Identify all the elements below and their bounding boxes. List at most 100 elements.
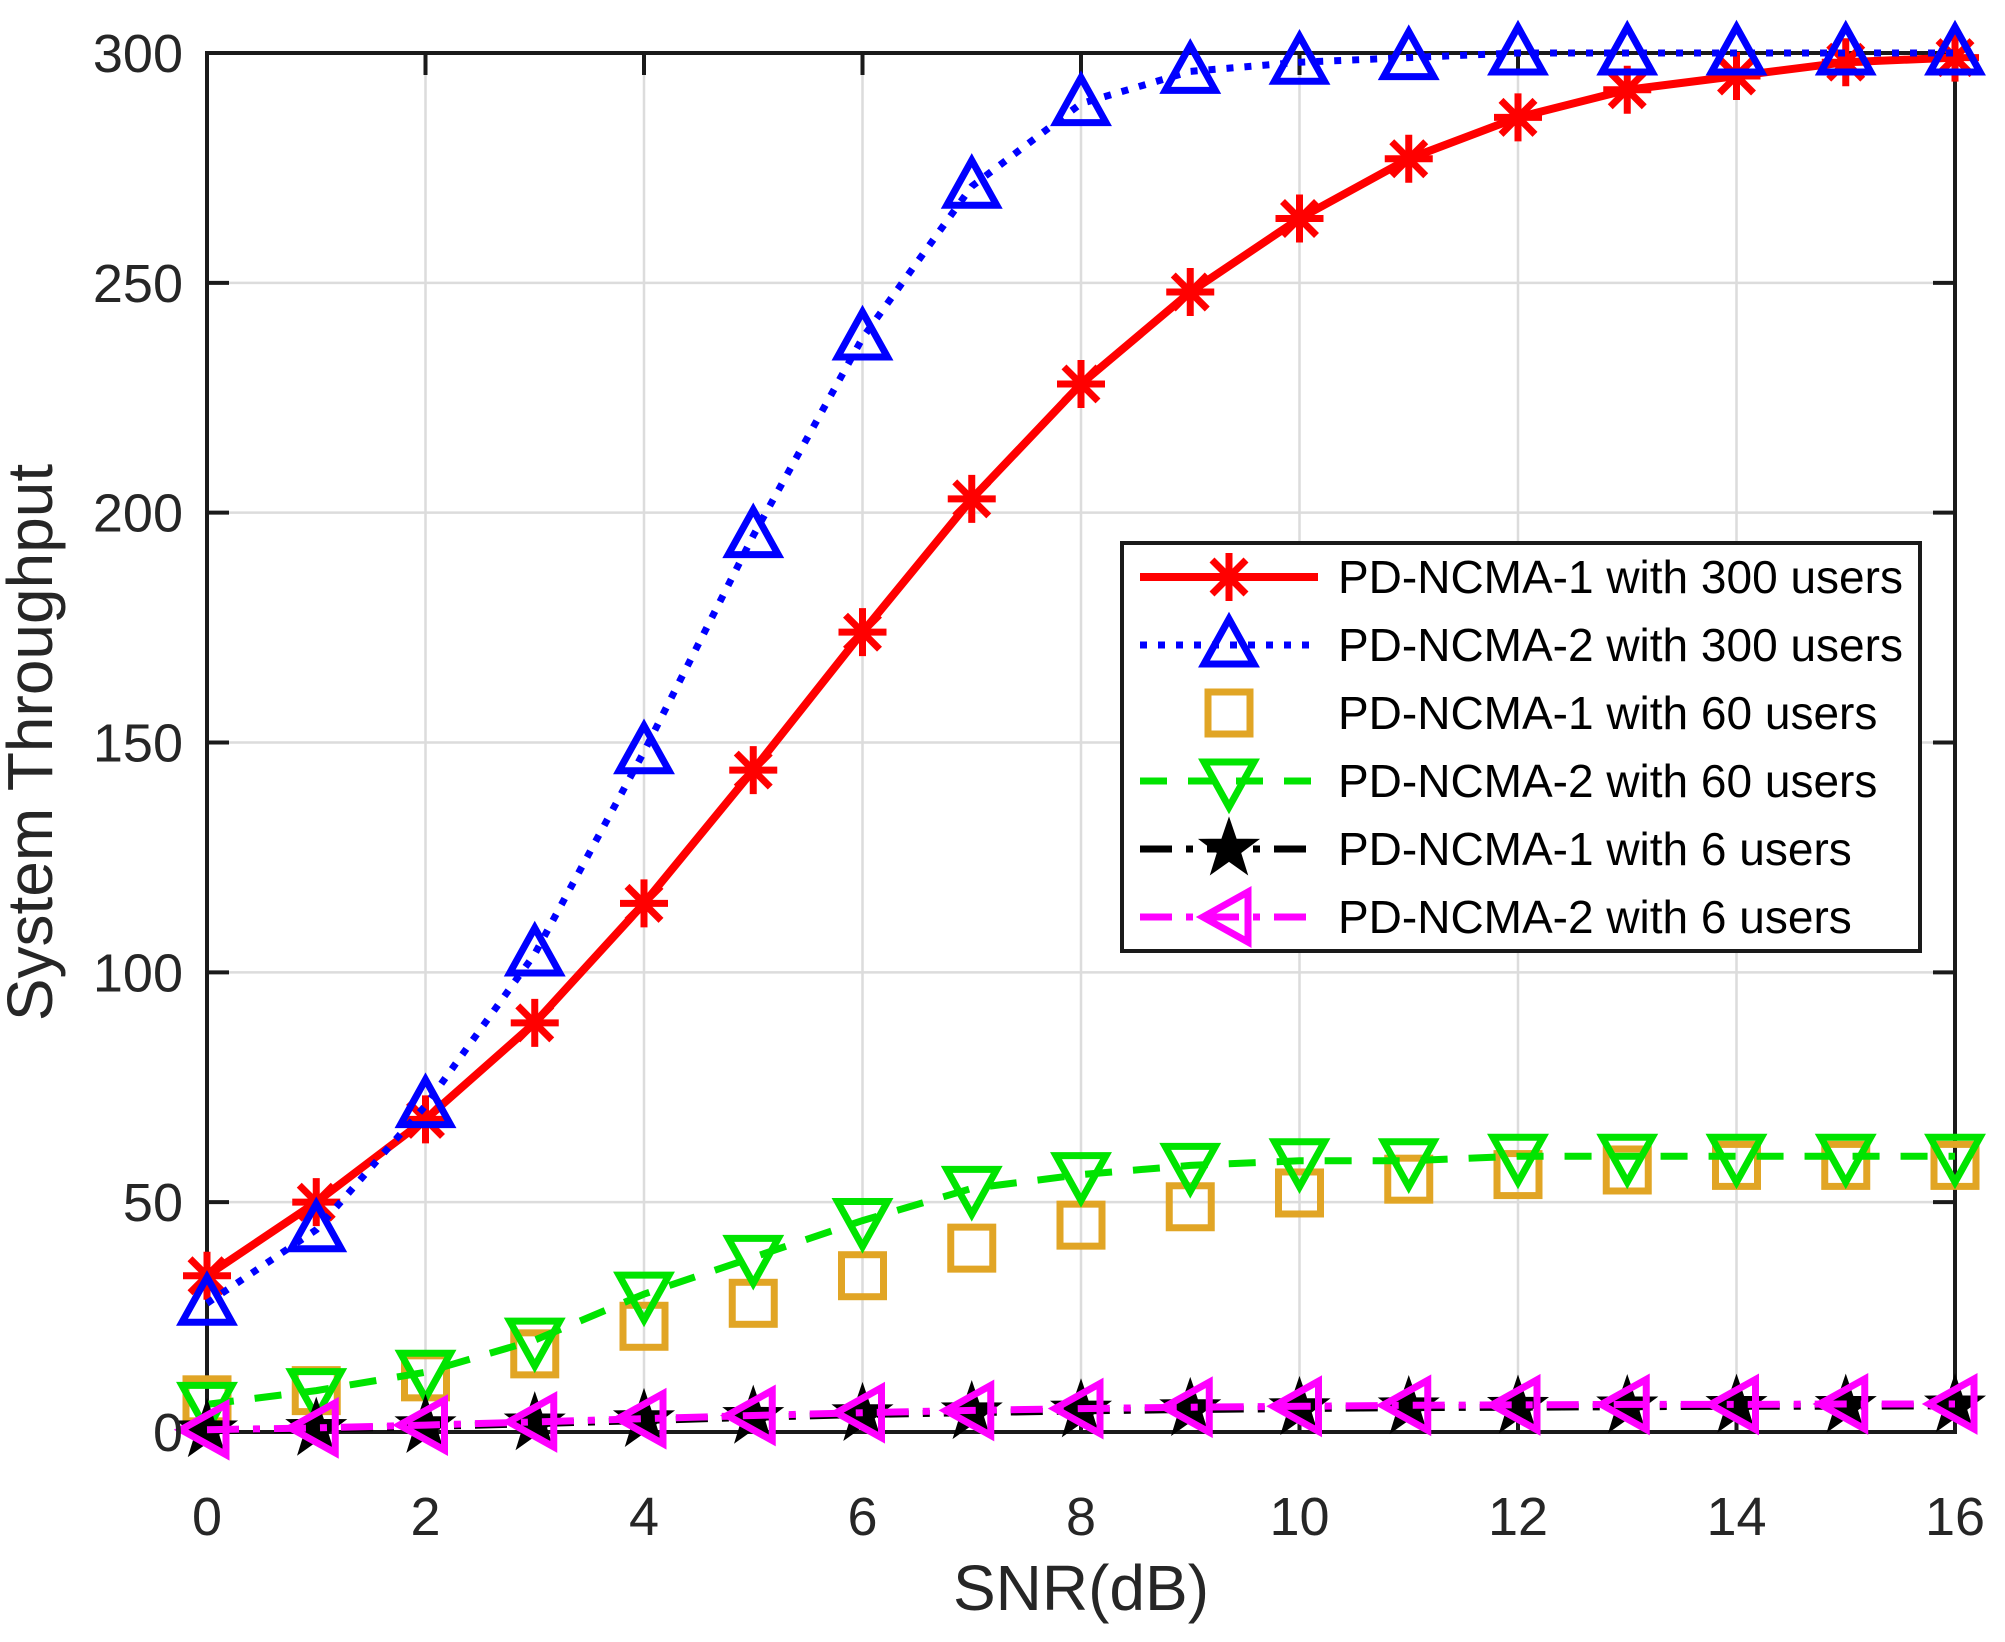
triangle-left-marker [1703, 1373, 1759, 1436]
legend-box [1120, 541, 1922, 953]
legend-label: PD-NCMA-2 with 60 users [1338, 755, 1877, 807]
y-axis-label: System Throughput [0, 464, 66, 1022]
triangle-up-marker [503, 920, 566, 977]
triangle-up-marker [285, 1196, 348, 1253]
triangle-up-marker [1705, 19, 1768, 76]
triangle-up-marker [176, 1270, 238, 1326]
x-tick-label: 16 [1925, 1487, 1985, 1547]
triangle-down-marker [285, 1368, 348, 1424]
triangle-left-marker [610, 1387, 667, 1450]
triangle-left-marker [173, 1398, 230, 1461]
square-marker [619, 1301, 669, 1351]
legend-label: PD-NCMA-1 with 6 users [1338, 823, 1852, 875]
triangle-left-marker [1195, 886, 1252, 948]
triangle-left-marker [938, 1379, 995, 1442]
asterisk-marker [1384, 134, 1433, 183]
legend-label: PD-NCMA-2 with 6 users [1338, 891, 1852, 943]
triangle-left-marker [1921, 1373, 1978, 1435]
square-marker [1204, 688, 1254, 738]
triangle-down-marker [1924, 1133, 1986, 1190]
x-tick-label: 14 [1706, 1487, 1766, 1547]
legend-label: PD-NCMA-1 with 300 users [1338, 551, 1903, 603]
triangle-up-marker [722, 502, 785, 559]
square-marker [1384, 1154, 1434, 1204]
triangle-up-marker [613, 718, 675, 775]
asterisk-marker [1494, 93, 1542, 142]
triangle-up-marker [1050, 70, 1112, 127]
series-pd-ncma-2-with-60-users [176, 1133, 1986, 1438]
asterisk-marker [729, 746, 778, 795]
triangle-down-marker [831, 1198, 894, 1254]
triangle-up-marker [1487, 19, 1549, 76]
series-line [206, 1152, 1955, 1408]
triangle-down-marker [1705, 1133, 1768, 1190]
x-tick-label: 10 [1269, 1487, 1329, 1547]
asterisk-marker [1205, 553, 1253, 601]
asterisk-marker [1712, 51, 1761, 100]
legend-item-pd-ncma-2-with-6-users: PD-NCMA-2 with 6 users [1140, 886, 1852, 948]
series-pd-ncma-2-with-300-users [176, 19, 1986, 1326]
triangle-down-marker [1596, 1133, 1659, 1190]
triangle-up-marker [1924, 19, 1986, 76]
y-tick-label: 100 [93, 943, 183, 1003]
legend-label: PD-NCMA-1 with 60 users [1338, 687, 1877, 739]
triangle-left-marker [501, 1390, 558, 1453]
x-axis-label: SNR(dB) [953, 1552, 1209, 1624]
square-marker [947, 1223, 997, 1273]
asterisk-marker [620, 879, 668, 928]
triangle-left-marker [1157, 1376, 1213, 1439]
series-line [205, 49, 1955, 1307]
asterisk-marker [401, 1095, 450, 1144]
triangle-up-marker [394, 1072, 457, 1129]
triangle-up-marker [1814, 19, 1877, 76]
triangle-left-marker [1375, 1374, 1432, 1437]
y-tick-label: 150 [93, 714, 183, 774]
legend: PD-NCMA-1 with 300 users PD-NCMA-2 with 3… [1120, 541, 1922, 953]
series-pd-ncma-2-with-6-users [173, 1373, 1978, 1461]
triangle-left-marker [1812, 1373, 1869, 1435]
triangle-up-marker [1377, 24, 1440, 81]
axis-tick-labels: 0 2 4 6 8 10 12 14 16 0 50 100 150 200 250 300 [93, 24, 1985, 1547]
series-pd-ncma-1-with-300-users [183, 33, 1979, 1300]
square-marker [1602, 1145, 1652, 1195]
asterisk-marker [1275, 194, 1324, 243]
triangle-left-marker [1047, 1377, 1104, 1440]
triangle-up-marker [1268, 28, 1331, 85]
legend-item-pd-ncma-1-with-60-users: PD-NCMA-1 with 60 users [1204, 687, 1877, 739]
star-marker [1197, 816, 1261, 876]
triangle-down-marker [1268, 1138, 1331, 1195]
y-tick-label: 300 [93, 24, 183, 84]
y-tick-label: 250 [93, 254, 183, 314]
triangle-down-marker [394, 1349, 457, 1406]
legend-label: PD-NCMA-2 with 300 users [1338, 619, 1903, 671]
triangle-left-marker [720, 1384, 776, 1447]
x-tick-label: 4 [629, 1487, 659, 1547]
asterisk-marker [1057, 359, 1105, 408]
x-tick-label: 2 [410, 1487, 440, 1547]
asterisk-marker [947, 474, 996, 523]
legend-item-pd-ncma-2-with-60-users: PD-NCMA-2 with 60 users [1140, 755, 1877, 815]
triangle-down-marker [503, 1317, 566, 1374]
legend-item-pd-ncma-2-with-300-users: PD-NCMA-2 with 300 users [1140, 611, 1903, 671]
triangle-left-marker [283, 1396, 339, 1459]
triangle-left-marker [1594, 1373, 1650, 1436]
triangle-up-marker [1198, 611, 1260, 668]
triangle-down-marker [1198, 758, 1260, 815]
legend-item-pd-ncma-1-with-6-users: PD-NCMA-1 with 6 users [1140, 816, 1852, 876]
x-tick-label: 8 [1066, 1487, 1096, 1547]
series-line [206, 1400, 1955, 1434]
y-tick-label: 0 [153, 1403, 183, 1463]
triangle-left-marker [1266, 1375, 1322, 1438]
triangle-left-marker [829, 1381, 885, 1444]
y-tick-label: 200 [93, 484, 183, 544]
x-tick-label: 12 [1488, 1487, 1548, 1547]
square-marker [510, 1329, 560, 1379]
y-tick-label: 50 [123, 1173, 183, 1233]
triangle-down-marker [722, 1234, 785, 1291]
x-tick-label: 0 [192, 1487, 222, 1547]
square-marker [838, 1251, 887, 1301]
triangle-left-marker [1484, 1373, 1541, 1436]
legend-item-pd-ncma-1-with-300-users: PD-NCMA-1 with 300 users [1140, 551, 1903, 603]
triangle-left-marker [392, 1394, 448, 1457]
